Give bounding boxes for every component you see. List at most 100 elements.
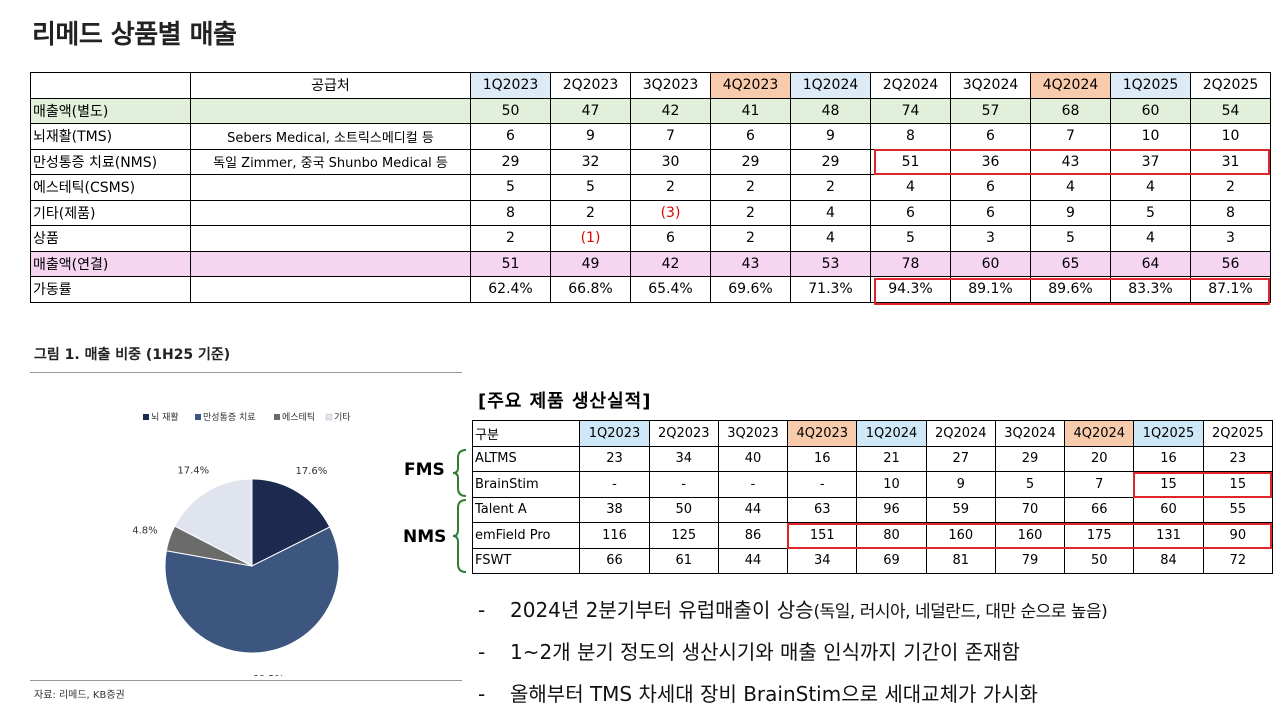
value-cell: 94.3% [870,276,951,303]
value-cell: 65.4% [630,276,711,303]
value-cell: 69.6% [710,276,791,303]
table-row: 매출액(별도) 50 47 42 41 48 74 57 68 60 54 [30,97,1271,124]
row-label: emField Pro [471,522,581,549]
value-cell: 2 [710,174,791,201]
pie-slice [174,478,253,567]
value-cell: 70 [994,496,1066,523]
value-cell: 60 [950,250,1031,277]
value-cell: 29 [710,148,791,175]
header-period-cell: 2Q2023 [550,72,631,99]
pie-data-label: 17.4% [177,465,209,476]
pie-slice [251,478,331,567]
value-cell: 62.4% [470,276,551,303]
value-cell: 44 [717,496,789,523]
value-cell: 2 [550,199,631,226]
value-cell: 15 [1202,471,1274,498]
value-cell: 2 [710,225,791,252]
value-cell: 4 [790,225,871,252]
value-cell: 5 [470,174,551,201]
value-cell: 5 [994,471,1066,498]
header-period-cell: 4Q2024 [1064,420,1135,447]
header-period-cell: 4Q2023 [710,72,791,99]
value-cell: 7 [1064,471,1135,498]
bullet-text: 2024년 2분기부터 유럽매출이 상승 [510,598,814,622]
value-cell: 6 [870,199,951,226]
table-row: 에스테틱(CSMS) 5 5 2 2 2 4 6 4 4 2 [30,174,1271,201]
supplier-cell [190,225,471,252]
value-cell: 47 [550,97,631,124]
value-cell: 34 [787,547,858,574]
value-cell: 29 [790,148,871,175]
figure-bottom-divider [30,680,462,681]
value-cell: 2 [470,225,551,252]
row-label: 가동률 [30,276,191,303]
supplier-cell: Sebers Medical, 소트릭스메디컬 등 [190,123,471,150]
value-cell: 10 [856,471,927,498]
value-cell: 21 [856,445,927,472]
value-cell: 49 [550,250,631,277]
legend-swatch [143,414,149,420]
table-row: 매출액(연결) 51 49 42 43 53 78 60 65 64 56 [30,250,1271,277]
value-cell: 63 [787,496,858,523]
value-cell: 40 [717,445,789,472]
table-row: 뇌재활(TMS) Sebers Medical, 소트릭스메디컬 등 6 9 7… [30,123,1271,150]
value-cell: 57 [950,97,1031,124]
table-header-row: 공급처 1Q2023 2Q2023 3Q2023 4Q2023 1Q2024 2… [30,72,1271,99]
value-cell: 6 [950,199,1031,226]
supplier-cell [190,276,471,303]
pie-data-label: 17.6% [295,466,327,477]
bullet-dash: - [478,598,486,622]
supplier-cell [190,174,471,201]
supplier-cell [190,250,471,277]
value-cell: 56 [1190,250,1271,277]
value-cell: 78 [870,250,951,277]
fms-brace-icon [452,449,467,497]
bullet-dash: - [478,682,486,706]
table-row: Talent A 38 50 44 63 96 59 70 66 60 55 [471,496,1274,523]
value-cell: 60 [1133,496,1204,523]
value-cell: 60 [1110,97,1191,124]
value-cell: 5 [1110,199,1191,226]
row-label: 에스테틱(CSMS) [30,174,191,201]
legend-swatch [325,413,333,421]
value-cell: 66 [579,547,650,574]
value-cell: 6 [950,174,1031,201]
value-cell: 6 [710,123,791,150]
value-cell: 16 [787,445,858,472]
header-period-cell: 3Q2024 [994,420,1066,447]
value-cell: 4 [790,199,871,226]
revenue-table: 공급처 1Q2023 2Q2023 3Q2023 4Q2023 1Q2024 2… [30,72,1271,303]
value-cell: 31 [1190,148,1271,175]
header-period-cell: 3Q2023 [630,72,711,99]
table-row: 기타(제품) 8 2 (3) 2 4 6 6 9 5 8 [30,199,1271,226]
value-cell: 89.1% [950,276,1031,303]
value-cell: 9 [790,123,871,150]
row-label: 뇌재활(TMS) [30,123,191,150]
value-cell: 5 [1030,225,1111,252]
bullet-text: 1~2개 분기 정도의 생산시기와 매출 인식까지 기간이 존재함 [510,640,1020,664]
value-cell: 7 [1030,123,1111,150]
supplier-cell [190,97,471,124]
value-cell: 65 [1030,250,1111,277]
supplier-cell [190,199,471,226]
value-cell: 41 [710,97,791,124]
value-cell: 55 [1202,496,1274,523]
value-cell: 131 [1133,522,1204,549]
supplier-cell: 독일 Zimmer, 중국 Shunbo Medical 등 [190,148,471,175]
fms-group-label: FMS [404,460,445,480]
value-cell: 83.3% [1110,276,1191,303]
value-cell: 68 [1030,97,1111,124]
negative-value-cell: (3) [630,199,711,226]
value-cell: 175 [1064,522,1135,549]
value-cell: 66 [1064,496,1135,523]
negative-value-cell: (1) [550,225,631,252]
value-cell: 27 [925,445,996,472]
value-cell: 6 [470,123,551,150]
row-label: FSWT [471,547,581,574]
header-period-cell: 4Q2023 [787,420,858,447]
value-cell: 6 [950,123,1031,150]
value-cell: 37 [1110,148,1191,175]
value-cell: 51 [870,148,951,175]
value-cell: 71.3% [790,276,871,303]
row-label: 만성통증 치료(NMS) [30,148,191,175]
